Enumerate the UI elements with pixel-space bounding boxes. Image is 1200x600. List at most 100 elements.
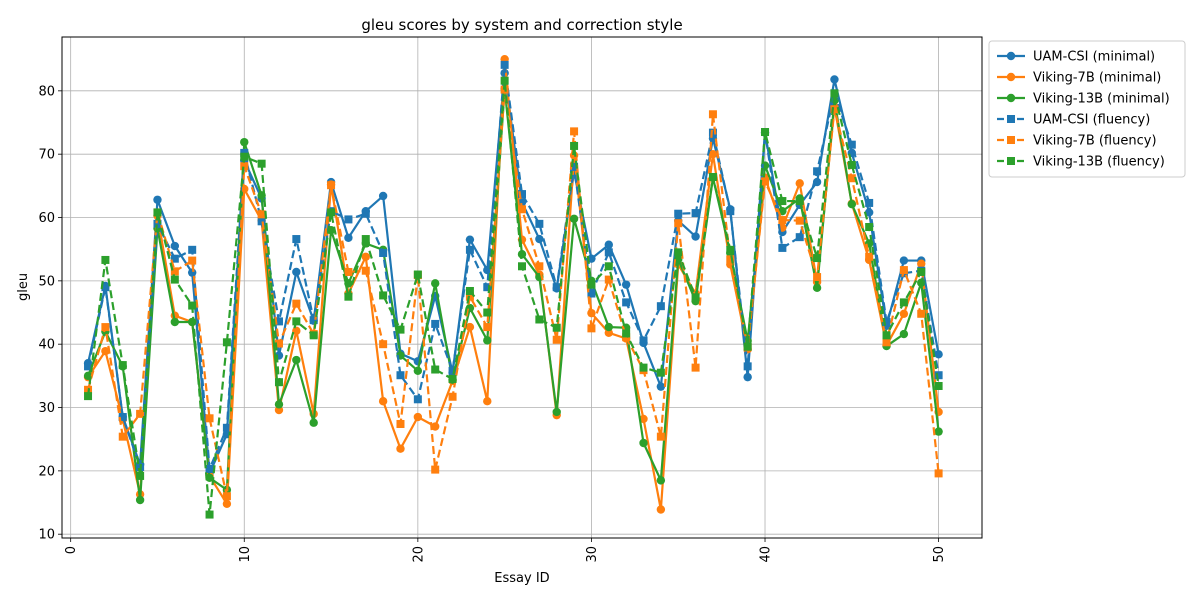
data-point	[222, 423, 231, 432]
data-point	[500, 60, 509, 69]
data-point	[899, 266, 908, 275]
data-point	[240, 162, 249, 171]
data-point	[917, 259, 926, 268]
data-point	[535, 234, 544, 244]
data-point	[431, 319, 440, 328]
data-point	[917, 267, 926, 276]
data-point	[84, 392, 93, 401]
data-point	[639, 363, 648, 372]
data-point	[257, 210, 266, 219]
data-point	[292, 326, 301, 336]
data-point	[743, 372, 752, 382]
data-point	[222, 492, 231, 501]
data-point	[552, 323, 561, 332]
y-tick-label: 80	[38, 84, 55, 99]
legend-item: UAM-CSI (fluency)	[997, 113, 1150, 128]
chart-title: gleu scores by system and correction sty…	[361, 16, 682, 34]
data-point	[882, 338, 891, 347]
data-point	[292, 235, 301, 244]
data-point	[934, 381, 943, 390]
data-point	[795, 179, 804, 188]
data-point	[830, 105, 839, 114]
legend-box	[988, 40, 1186, 178]
data-point	[656, 476, 666, 485]
legend-label: UAM-CSI (fluency)	[1033, 113, 1150, 128]
data-point	[500, 76, 509, 85]
data-point	[865, 223, 874, 232]
data-point	[153, 208, 162, 217]
data-point	[743, 362, 752, 371]
data-point	[170, 241, 180, 251]
legend-marker	[1006, 51, 1016, 61]
data-point	[934, 427, 943, 436]
data-point	[778, 243, 787, 252]
data-point	[309, 316, 318, 325]
data-point	[813, 167, 822, 176]
data-point	[570, 162, 579, 171]
data-point	[309, 331, 318, 340]
legend-label: Viking-7B (minimal)	[1033, 71, 1161, 86]
y-tick-label: 10	[38, 528, 55, 543]
data-point	[761, 177, 770, 186]
data-point	[604, 322, 613, 332]
data-point	[934, 371, 943, 380]
data-point	[622, 329, 631, 338]
data-point	[153, 219, 162, 228]
data-point	[570, 127, 579, 136]
legend-label: Viking-13B (minimal)	[1033, 92, 1170, 107]
data-point	[222, 338, 231, 347]
data-point	[518, 190, 526, 199]
y-tick-label: 60	[38, 211, 55, 226]
data-point	[517, 198, 527, 207]
data-point	[726, 245, 735, 254]
legend-item: Viking-7B (minimal)	[997, 71, 1161, 86]
data-point	[309, 418, 318, 427]
data-point	[778, 197, 787, 206]
data-point	[379, 340, 388, 349]
data-point	[187, 317, 197, 327]
legend-item: Viking-13B (minimal)	[997, 92, 1170, 107]
legend-marker	[1007, 115, 1015, 123]
data-point	[135, 495, 145, 505]
data-point	[795, 216, 804, 225]
data-point	[431, 365, 440, 374]
data-point	[552, 335, 561, 344]
y-tick-label: 20	[38, 464, 55, 479]
legend-item: Viking-13B (fluency)	[997, 155, 1165, 170]
legend-marker	[1007, 157, 1015, 165]
data-point	[222, 499, 232, 508]
data-point	[604, 262, 613, 271]
data-point	[847, 174, 856, 183]
data-point	[830, 89, 839, 98]
y-tick-label: 40	[38, 338, 55, 353]
data-point	[431, 422, 440, 431]
data-point	[292, 317, 301, 326]
data-point	[361, 209, 370, 218]
y-axis-ticks: 10 20 30 40 50 60 70 80	[38, 84, 62, 543]
data-point	[483, 283, 492, 292]
data-point	[413, 270, 422, 279]
data-point	[240, 137, 249, 147]
data-point	[656, 302, 665, 311]
data-point	[257, 159, 266, 168]
data-point	[622, 298, 631, 307]
legend-label: UAM-CSI (minimal)	[1033, 50, 1155, 65]
data-point	[465, 235, 475, 244]
data-point	[483, 396, 492, 406]
data-point	[518, 205, 526, 214]
legend-marker	[1006, 72, 1016, 82]
data-point	[570, 141, 579, 150]
data-point	[101, 346, 110, 356]
data-point	[587, 280, 596, 289]
data-point	[899, 309, 909, 318]
data-point	[847, 140, 856, 149]
data-point	[882, 318, 891, 327]
data-point	[847, 200, 857, 209]
data-point	[379, 291, 388, 300]
data-point	[396, 371, 405, 380]
y-axis-label: gleu	[16, 273, 31, 301]
x-tick-label: 50	[932, 546, 947, 563]
legend-marker	[1006, 93, 1016, 103]
data-point	[327, 181, 336, 190]
